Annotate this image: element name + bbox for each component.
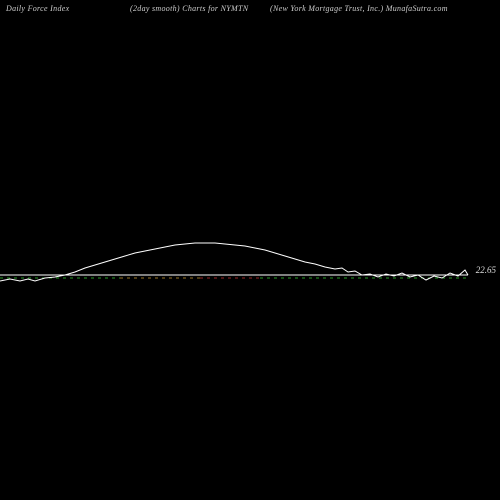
chart-svg	[0, 0, 500, 500]
chart-area	[0, 0, 500, 500]
y-axis-value-label: 22.65	[476, 265, 496, 275]
